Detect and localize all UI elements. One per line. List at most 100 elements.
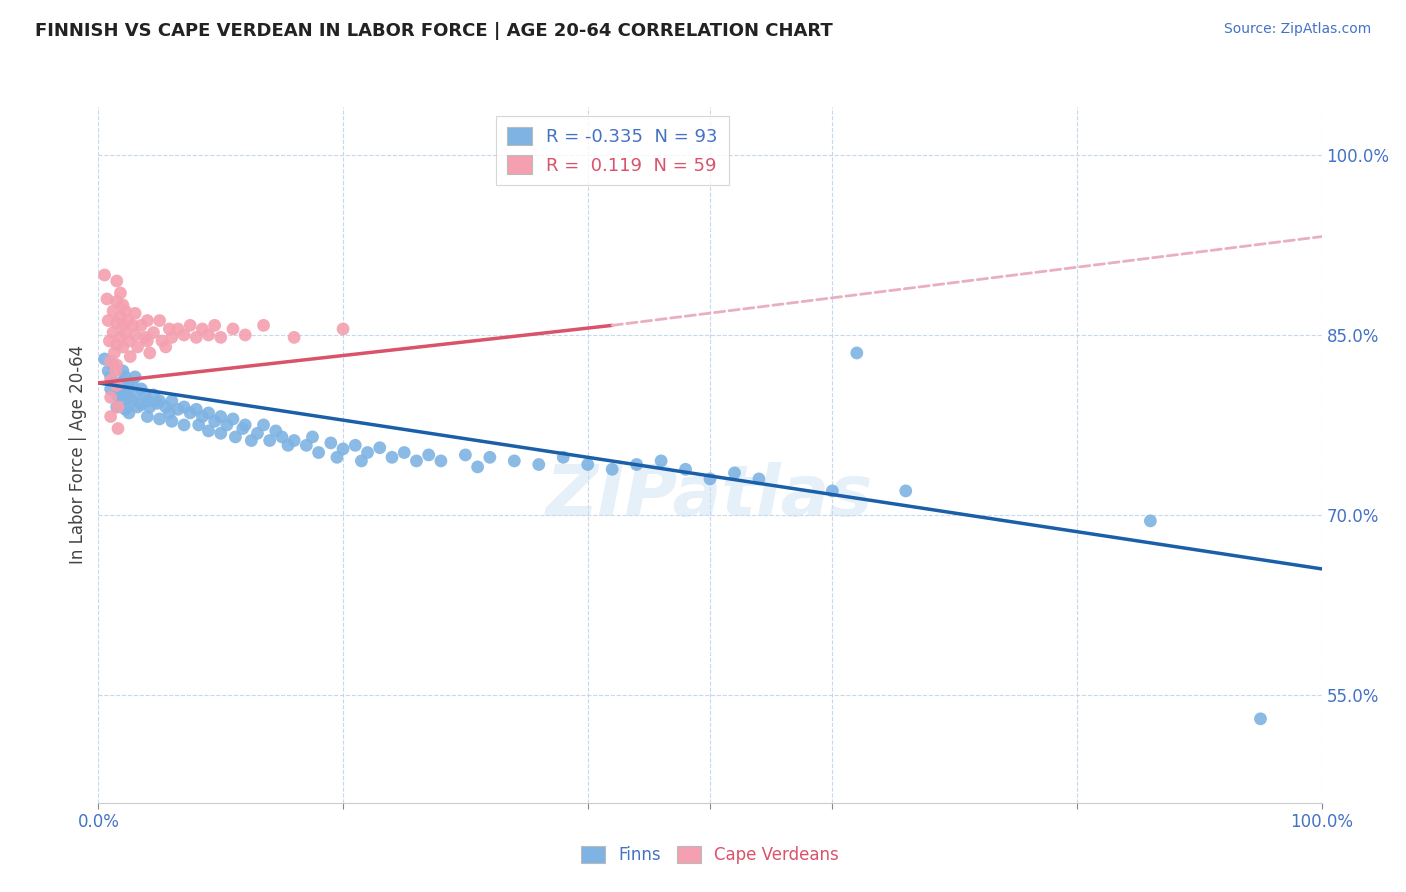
Point: [478, 450, 501, 465]
Point: [209, 426, 232, 441]
Point: [100, 390, 122, 404]
Point: [110, 330, 132, 344]
Point: [149, 412, 172, 426]
Point: [111, 298, 134, 312]
Point: [129, 398, 152, 412]
Point: [454, 448, 477, 462]
Point: [139, 346, 162, 360]
Point: [553, 450, 575, 465]
Point: [222, 412, 245, 426]
Point: [600, 462, 623, 476]
Point: [136, 334, 159, 348]
Point: [252, 318, 274, 333]
Point: [350, 454, 373, 468]
Point: [699, 472, 721, 486]
Point: [233, 328, 256, 343]
Point: [127, 400, 149, 414]
Point: [120, 350, 142, 364]
Point: [1139, 514, 1161, 528]
Point: [167, 402, 190, 417]
Point: [240, 434, 263, 448]
Point: [1249, 712, 1271, 726]
Text: FINNISH VS CAPE VERDEAN IN LABOR FORCE | AGE 20-64 CORRELATION CHART: FINNISH VS CAPE VERDEAN IN LABOR FORCE |…: [35, 22, 832, 40]
Point: [233, 417, 256, 432]
Point: [160, 330, 183, 344]
Point: [107, 421, 129, 435]
Point: [105, 337, 128, 351]
Point: [179, 318, 201, 333]
Point: [105, 294, 128, 309]
Point: [894, 483, 917, 498]
Point: [319, 436, 342, 450]
Point: [301, 430, 323, 444]
Point: [723, 466, 745, 480]
Point: [118, 390, 141, 404]
Point: [118, 334, 141, 348]
Point: [264, 424, 287, 438]
Point: [308, 445, 330, 459]
Point: [146, 396, 169, 410]
Point: [97, 364, 120, 378]
Point: [381, 450, 404, 465]
Point: [326, 450, 349, 465]
Point: [344, 438, 367, 452]
Point: [209, 409, 232, 424]
Point: [283, 434, 305, 448]
Point: [118, 406, 141, 420]
Point: [283, 330, 305, 344]
Point: [111, 382, 134, 396]
Point: [150, 334, 173, 348]
Point: [129, 318, 152, 333]
Point: [392, 445, 416, 459]
Point: [100, 409, 122, 424]
Point: [105, 378, 128, 392]
Point: [104, 364, 127, 378]
Point: [110, 376, 132, 390]
Point: [222, 322, 245, 336]
Point: [103, 346, 125, 360]
Point: [252, 417, 274, 432]
Point: [197, 406, 219, 420]
Point: [98, 334, 121, 348]
Point: [105, 388, 128, 402]
Point: [270, 430, 294, 444]
Point: [124, 306, 146, 320]
Point: [142, 388, 165, 402]
Point: [124, 370, 146, 384]
Point: [114, 402, 136, 417]
Point: [142, 326, 165, 340]
Point: [467, 459, 489, 474]
Point: [418, 448, 440, 462]
Point: [105, 400, 128, 414]
Point: [114, 304, 136, 318]
Point: [160, 414, 183, 428]
Point: [187, 417, 209, 432]
Point: [93, 268, 115, 282]
Point: [124, 328, 146, 343]
Point: [101, 304, 124, 318]
Point: [626, 458, 648, 472]
Point: [295, 438, 318, 452]
Point: [136, 313, 159, 327]
Point: [650, 454, 672, 468]
Point: [121, 378, 143, 392]
Point: [136, 393, 159, 408]
Point: [121, 393, 143, 408]
Point: [186, 402, 208, 417]
Point: [332, 442, 354, 456]
Point: [259, 434, 281, 448]
Point: [197, 328, 219, 343]
Point: [105, 274, 128, 288]
Point: [356, 445, 378, 459]
Text: Source: ZipAtlas.com: Source: ZipAtlas.com: [1223, 22, 1371, 37]
Point: [107, 400, 129, 414]
Point: [110, 310, 132, 324]
Point: [124, 388, 146, 402]
Point: [111, 318, 134, 333]
Point: [197, 424, 219, 438]
Point: [110, 285, 132, 300]
Point: [136, 409, 159, 424]
Text: ZIPatlas: ZIPatlas: [547, 462, 873, 531]
Point: [105, 316, 128, 330]
Point: [186, 330, 208, 344]
